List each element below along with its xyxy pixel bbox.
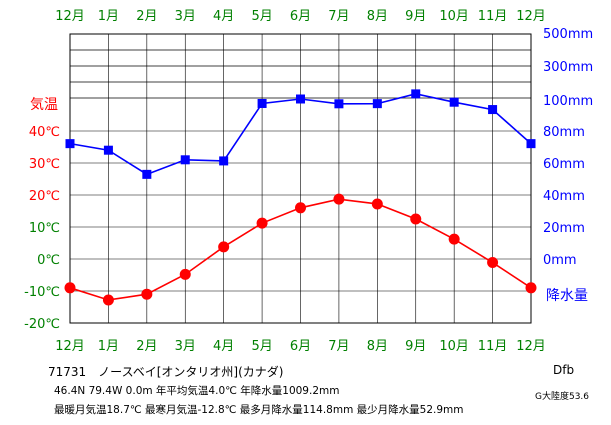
month-label-bottom: 2月 [136,339,157,354]
temperature-point [64,282,76,294]
continentality-index: G大陸度53.6 [535,392,590,402]
precipitation-point [65,139,75,149]
temperature-point [295,202,306,214]
right-axis-title: 降水量 [546,288,588,304]
precipitation-point [449,97,459,107]
precipitation-point [372,99,382,109]
temperature-point [371,198,383,210]
month-label-bottom: 8月 [367,339,388,354]
climate-class: Dfb [553,363,575,377]
temperature-point [487,257,499,269]
month-label-top: 12月 [516,9,546,24]
precipitation-point [103,145,113,155]
left-axis-title: 気温 [30,97,58,113]
right-tick-label: 60mm [543,157,585,172]
temperature-point [256,217,268,229]
month-label-top: 1月 [98,9,119,24]
month-label-top: 3月 [175,9,196,24]
temperature-point [141,288,153,300]
precipitation-point [334,99,344,109]
month-label-top: 11月 [478,9,508,24]
month-label-bottom: 6月 [290,339,311,354]
month-label-top: 12月 [55,9,85,24]
precipitation-point [488,105,498,115]
precipitation-point [180,155,190,165]
month-label-bottom: 12月 [55,339,85,354]
temperature-point [179,268,191,280]
temperature-point [333,193,345,205]
month-label-top: 4月 [213,9,234,24]
month-label-bottom: 7月 [328,339,349,354]
temperature-point [410,213,422,225]
month-label-bottom: 3月 [175,339,196,354]
month-label-bottom: 5月 [251,339,272,354]
month-label-bottom: 10月 [439,339,469,354]
left-tick-label: 40℃ [29,125,60,140]
right-tick-label: 100mm [543,94,593,109]
station-extremes: 最暖月気温18.7℃ 最寒月気温-12.8℃ 最多月降水量114.8mm 最少月… [54,404,464,416]
station-title: 71731 ノースベイ[オンタリオ州](カナダ) [48,365,284,379]
left-tick-label: 20℃ [29,189,60,204]
right-tick-label: 40mm [543,189,585,204]
temperature-point [102,294,114,306]
month-label-top: 2月 [136,9,157,24]
month-label-top: 6月 [290,9,311,24]
precipitation-point [142,169,152,179]
right-tick-label: 300mm [543,60,593,75]
station-summary: 46.4N 79.4W 0.0m 年平均気温4.0℃ 年降水量1009.2mm [54,385,340,397]
left-tick-label: 10℃ [29,221,60,236]
month-label-bottom: 4月 [213,339,234,354]
month-label-top: 8月 [367,9,388,24]
month-label-bottom: 12月 [516,339,546,354]
right-tick-label: 0mm [543,253,577,268]
month-label-top: 5月 [251,9,272,24]
left-tick-label: -20℃ [24,317,60,332]
right-tick-label: 80mm [543,125,585,140]
month-label-bottom: 9月 [405,339,426,354]
month-label-bottom: 1月 [98,339,119,354]
month-label-top: 7月 [328,9,349,24]
temperature-point [525,282,537,294]
precipitation-point [257,98,267,108]
precipitation-point [411,89,421,99]
left-tick-label: -10℃ [24,285,60,300]
month-label-top: 9月 [405,9,426,24]
precipitation-point [296,94,305,104]
right-tick-label: 20mm [543,221,585,236]
left-tick-label: 30℃ [29,157,60,172]
temperature-point [218,241,230,253]
precipitation-point [526,139,536,149]
left-tick-label: 0℃ [37,253,60,268]
precipitation-point [219,156,229,166]
month-label-bottom: 11月 [478,339,508,354]
right-tick-label: 500mm [543,27,593,42]
temperature-point [448,233,460,245]
month-label-top: 10月 [439,9,469,24]
